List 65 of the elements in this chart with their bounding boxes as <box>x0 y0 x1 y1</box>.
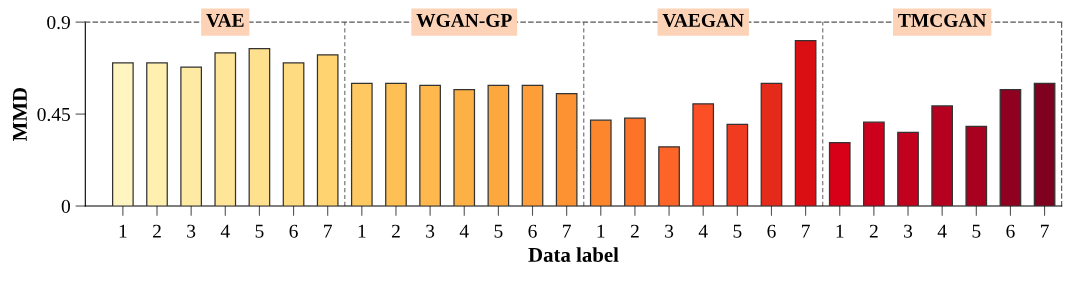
bar <box>248 48 271 207</box>
y-tick-label: 0.45 <box>37 107 70 122</box>
bar <box>487 84 510 207</box>
annotation: WGAN-GP <box>416 13 512 28</box>
bar <box>863 121 885 207</box>
bar <box>794 39 817 207</box>
bar <box>316 54 339 207</box>
bar <box>555 93 578 207</box>
x-tick-label: 3 <box>665 224 674 238</box>
bar <box>112 62 134 207</box>
x-tick-label: 3 <box>187 224 196 238</box>
x-tick-label: 4 <box>459 224 469 238</box>
bar <box>1033 82 1056 207</box>
bar <box>828 142 851 207</box>
x-tick-label: 2 <box>391 224 400 238</box>
x-tick-label: 2 <box>153 224 161 238</box>
x-tick-label: 1 <box>597 224 605 238</box>
bar <box>999 88 1022 207</box>
y-tick-label: 0.9 <box>47 15 70 30</box>
annotation: VAE <box>206 13 244 28</box>
x-tick-label: 4 <box>937 224 947 238</box>
bar <box>658 146 680 207</box>
x-tick-label: 6 <box>1006 224 1015 238</box>
x-tick-label: 6 <box>767 224 776 238</box>
x-tick-label: 4 <box>220 224 230 238</box>
bar <box>897 131 919 207</box>
bar <box>931 105 954 207</box>
annotation: VAEGAN <box>662 13 744 28</box>
x-tick-label: 1 <box>836 224 844 238</box>
bar <box>385 82 407 207</box>
annotation: TMCGAN <box>898 13 987 27</box>
x-tick-label: 6 <box>289 224 298 238</box>
y-axis-title: MMD <box>13 87 27 141</box>
bar <box>180 66 203 207</box>
y-tick-label: 0 <box>61 199 70 213</box>
x-tick-label: 4 <box>698 224 708 238</box>
bar <box>453 88 476 207</box>
x-tick-label: 1 <box>119 224 127 238</box>
x-tick-label: 5 <box>494 224 503 238</box>
bar <box>521 84 544 207</box>
bar <box>146 62 168 207</box>
bar <box>214 52 237 207</box>
bar <box>350 82 373 207</box>
x-tick-label: 5 <box>733 224 742 238</box>
x-tick-label: 7 <box>1040 224 1049 238</box>
bar <box>760 82 783 207</box>
bar <box>726 123 749 207</box>
bar <box>624 117 646 207</box>
x-tick-label: 7 <box>563 224 571 238</box>
bar <box>282 62 305 207</box>
x-tick-label: 2 <box>630 224 639 238</box>
x-tick-label: 7 <box>802 224 810 238</box>
bar <box>965 125 988 207</box>
x-tick-label: 3 <box>904 224 913 238</box>
x-tick-label: 3 <box>426 224 435 238</box>
x-tick-label: 6 <box>528 224 537 238</box>
x-axis-title: Data label <box>528 247 619 262</box>
bar <box>589 119 612 207</box>
x-tick-label: 2 <box>869 224 878 238</box>
bar <box>419 84 441 207</box>
x-tick-label: 5 <box>972 224 981 238</box>
x-tick-label: 1 <box>358 224 366 238</box>
x-tick-label: 7 <box>324 224 332 238</box>
x-tick-label: 5 <box>255 224 264 238</box>
bar <box>692 103 715 207</box>
